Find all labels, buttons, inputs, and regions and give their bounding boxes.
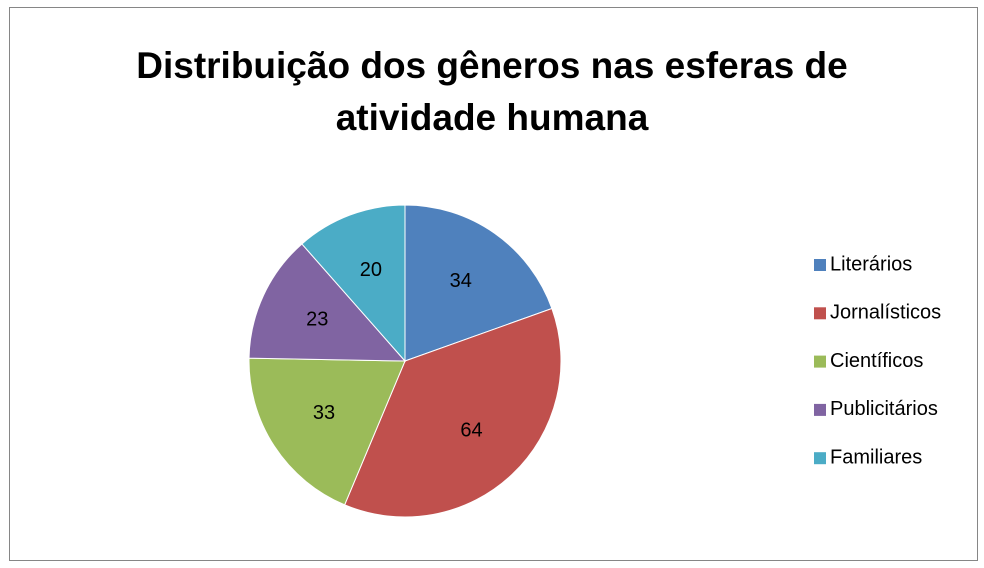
legend-label: Jornalísticos: [830, 302, 941, 324]
data-label: 23: [306, 309, 328, 331]
data-label: 34: [450, 270, 472, 292]
data-label: 64: [460, 419, 482, 441]
legend-label: Científicos: [830, 350, 923, 372]
pie-slice: [248, 243, 407, 362]
pie-slice: [301, 204, 406, 363]
chart-title: Distribuição dos gêneros nas esferas de …: [136, 45, 848, 138]
data-label: 33: [313, 402, 335, 424]
pie-slice: [248, 357, 406, 506]
legend-label: Literários: [830, 253, 912, 275]
pie-slice: [343, 307, 562, 518]
data-label: 20: [360, 259, 382, 281]
legend-label: Familiares: [830, 446, 922, 468]
legend-swatch: [814, 355, 826, 368]
legend-label: Publicitários: [830, 398, 938, 420]
legend-swatch: [814, 403, 826, 416]
pie-slice: [404, 204, 553, 362]
legend-swatch: [814, 307, 826, 320]
legend-swatch: [814, 259, 826, 271]
legend-swatch: [814, 452, 826, 465]
